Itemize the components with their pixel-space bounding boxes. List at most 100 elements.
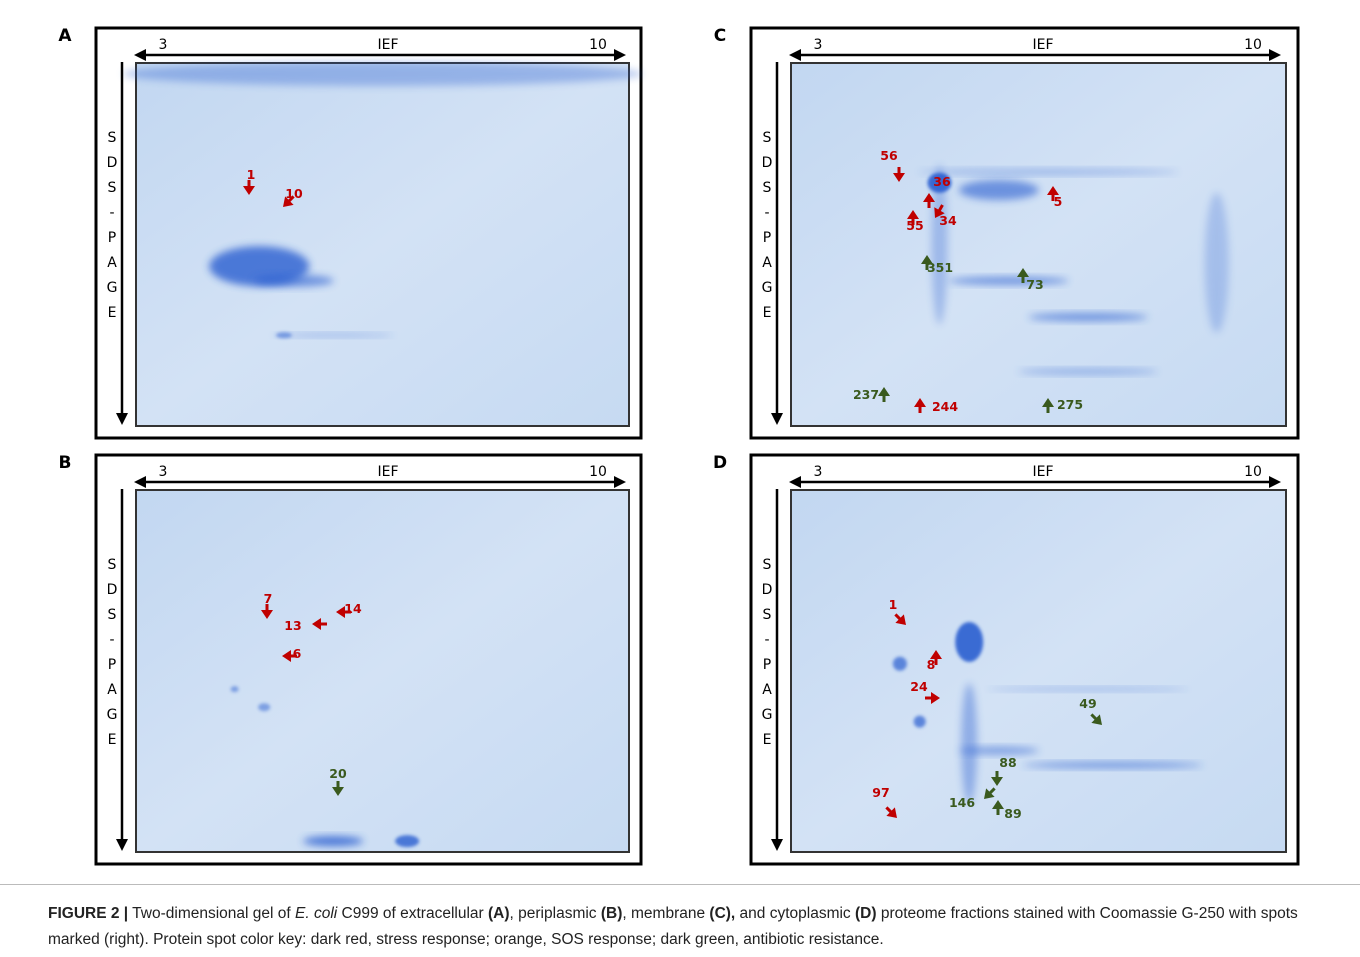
sds-letter: G xyxy=(762,707,773,723)
gel-stain xyxy=(931,164,948,325)
gel-stain xyxy=(1022,762,1203,769)
spot-label: 34 xyxy=(939,213,957,228)
caption: FIGURE 2 | Two-dimensional gel of E. col… xyxy=(48,901,1318,953)
panel-letter: C xyxy=(714,26,726,46)
panel-frame xyxy=(94,453,643,866)
spot-arrow xyxy=(914,398,926,413)
spot-arrow xyxy=(930,650,942,665)
spot-arrow xyxy=(282,650,297,662)
spot-label: 351 xyxy=(927,260,953,275)
panel-frame xyxy=(94,26,643,440)
gel-stain xyxy=(958,746,1039,755)
sds-letter: P xyxy=(108,657,116,673)
ief-right: 10 xyxy=(589,37,607,53)
ief-label: IEF xyxy=(377,464,398,480)
ief-label: IEF xyxy=(1032,37,1053,53)
spot-label: 244 xyxy=(932,399,958,414)
gel-stain xyxy=(1028,313,1148,322)
sds-letter: A xyxy=(107,682,117,698)
sds-letter: S xyxy=(108,180,117,196)
panel-letter: A xyxy=(58,26,72,46)
spot-label: 20 xyxy=(329,766,347,781)
spot-arrow xyxy=(925,692,940,704)
spot-label: 275 xyxy=(1057,397,1083,412)
gel xyxy=(135,489,630,853)
spot-label: 36 xyxy=(933,174,951,189)
spot-label: 56 xyxy=(880,148,898,163)
spot-arrow xyxy=(991,771,1003,786)
sds-letter: G xyxy=(762,280,773,296)
spot-label: 55 xyxy=(906,218,923,233)
sds-arrowhead xyxy=(116,413,128,425)
sds-letter: G xyxy=(107,280,118,296)
gel-stain xyxy=(395,835,420,848)
gel-stain xyxy=(988,687,1188,692)
sds-letter: D xyxy=(762,155,773,171)
caption-rule xyxy=(0,884,1360,885)
sds-letter: E xyxy=(763,305,772,321)
caption-text: , membrane xyxy=(622,905,710,922)
gel xyxy=(790,489,1287,853)
sds-letter: D xyxy=(762,582,773,598)
sds-letter: - xyxy=(109,205,114,221)
panel-frame xyxy=(749,453,1300,866)
sds-letter: P xyxy=(763,657,771,673)
gel-stain xyxy=(961,683,978,804)
spot-label: 1 xyxy=(889,597,898,612)
gel-stain xyxy=(258,703,271,712)
spot-arrow xyxy=(885,806,897,818)
gel-stain xyxy=(273,333,394,338)
sds-arrowhead xyxy=(116,839,128,851)
sds-letter: D xyxy=(107,582,118,598)
ief-right: 10 xyxy=(1244,37,1262,53)
sds-letter: - xyxy=(764,632,769,648)
sds-arrowhead xyxy=(771,839,783,851)
spot-label: 8 xyxy=(927,657,936,672)
ief-left: 3 xyxy=(159,37,168,53)
sds-letter: G xyxy=(107,707,118,723)
sds-letter: P xyxy=(108,230,116,246)
spot-arrow xyxy=(1047,186,1059,201)
sds-letter: S xyxy=(763,557,772,573)
caption-ref: (C), xyxy=(709,905,736,922)
spot-label: 7 xyxy=(264,591,273,606)
gel-stain xyxy=(303,836,364,847)
spot-arrow xyxy=(893,167,905,182)
sds-letter: S xyxy=(763,180,772,196)
spot-label: 1 xyxy=(247,167,256,182)
panel-frame xyxy=(749,26,1300,440)
caption-ref: (D) xyxy=(854,905,877,922)
sds-letter: S xyxy=(763,607,772,623)
ief-left: 3 xyxy=(814,464,823,480)
spot-arrow xyxy=(921,255,933,270)
spot-label: 14 xyxy=(344,601,362,616)
sds-letter: E xyxy=(763,732,772,748)
sds-letter: A xyxy=(762,682,772,698)
gel xyxy=(790,62,1287,427)
ief-right: 10 xyxy=(589,464,607,480)
spot-arrow xyxy=(261,604,273,619)
gel-stain xyxy=(955,622,984,663)
ief-left: 3 xyxy=(159,464,168,480)
gel-stain xyxy=(892,656,907,671)
caption-text: C999 of extracellular xyxy=(337,905,489,922)
sds-letter: E xyxy=(108,732,117,748)
spot-arrow xyxy=(923,193,935,208)
spot-label: 73 xyxy=(1026,277,1043,292)
gel xyxy=(135,62,630,427)
spot-arrow xyxy=(984,787,996,799)
spot-label: 146 xyxy=(949,795,975,810)
gel-stain xyxy=(1018,368,1158,375)
caption-text: Two-dimensional gel of xyxy=(128,905,296,922)
gel-stain xyxy=(1204,192,1229,333)
sds-letter: P xyxy=(763,230,771,246)
spot-label: 6 xyxy=(293,646,302,661)
spot-arrow xyxy=(1017,268,1029,283)
spot-arrow xyxy=(894,613,906,625)
sds-letter: - xyxy=(109,632,114,648)
spot-arrow xyxy=(1042,398,1054,413)
spot-arrow xyxy=(907,210,919,225)
ief-left: 3 xyxy=(814,37,823,53)
spot-arrow xyxy=(878,387,890,402)
